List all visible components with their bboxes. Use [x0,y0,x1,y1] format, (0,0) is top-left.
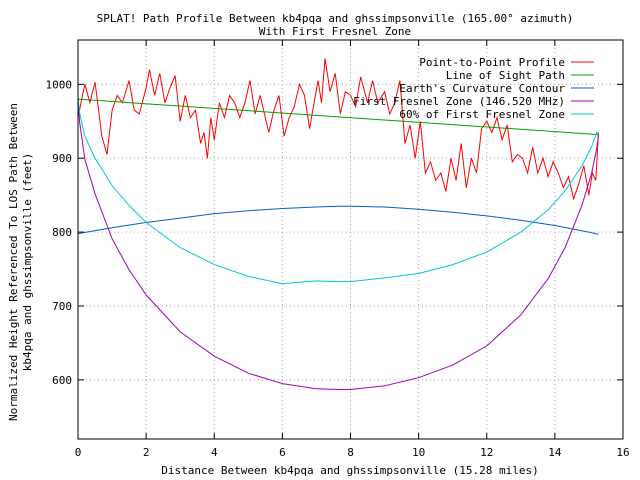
plot-frame [77,39,624,440]
x-tick-label: 14 [548,446,562,459]
series-line-3 [77,205,599,235]
y-tick-label: 1000 [46,78,73,91]
y-tick-label: 900 [52,152,72,165]
x-tick-label: 0 [75,446,82,459]
grid-lines [77,40,624,439]
legend-label-4: First Fresnel Zone (146.520 MHz) [353,95,565,108]
y-tick-label: 700 [52,300,72,313]
legend-label-1: Point-to-Point Profile [419,56,565,69]
legend-label-2: Line of Sight Path [446,69,565,82]
x-tick-label: 2 [143,446,150,459]
series-line-4 [77,99,599,390]
chart-subtitle: With First Fresnel Zone [259,25,411,38]
legend-label-5: 60% of First Fresnel Zone [399,108,565,121]
series-line-1 [77,58,599,201]
x-tick-label: 4 [211,446,218,459]
x-tick-label: 12 [480,446,493,459]
x-tick-label: 16 [616,446,629,459]
series-line-2 [77,98,599,136]
series-lines [77,58,599,390]
x-tick-label: 6 [279,446,286,459]
x-tick-label: 10 [412,446,425,459]
legend-label-3: Earth's Curvature Contour [399,82,565,95]
chart-title: SPLAT! Path Profile Between kb4pqa and g… [97,12,574,25]
y-axis-label-line2: kb4pqa and ghssimpsonville (feet) [21,153,34,372]
y-tick-label: 600 [52,374,72,387]
y-tick-label: 800 [52,226,72,239]
x-axis-label: Distance Between kb4pqa and ghssimpsonvi… [161,464,539,477]
series-line-5 [77,99,599,285]
y-axis-label-line1: Normalized Height Referenced To LOS Path… [7,103,20,421]
x-tick-label: 8 [347,446,354,459]
axis-ticks: 0 2 4 6 8 10 12 14 16 600 700 800 900 1000 [46,40,630,459]
